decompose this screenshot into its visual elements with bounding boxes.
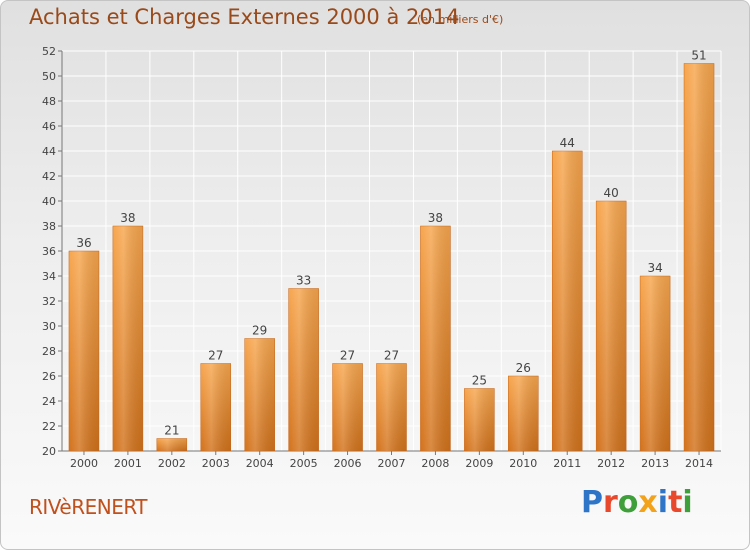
data-label-2008: 38 bbox=[428, 211, 443, 225]
data-label-2014: 51 bbox=[691, 49, 706, 63]
x-tick-label: 2012 bbox=[597, 457, 625, 470]
y-tick-label: 36 bbox=[42, 245, 56, 258]
data-label-2000: 36 bbox=[76, 236, 91, 250]
data-label-2010: 26 bbox=[516, 361, 531, 375]
bars bbox=[68, 63, 715, 452]
x-tick-label: 2003 bbox=[202, 457, 230, 470]
bar-shine-2001 bbox=[112, 226, 143, 451]
data-label-2012: 40 bbox=[604, 186, 619, 200]
y-tick-label: 34 bbox=[42, 270, 56, 283]
x-tick-label: 2014 bbox=[685, 457, 713, 470]
x-tick-label: 2002 bbox=[158, 457, 186, 470]
x-tick-label: 2009 bbox=[465, 457, 493, 470]
bar-shine-2007 bbox=[376, 363, 407, 451]
x-tick-label: 2010 bbox=[509, 457, 537, 470]
x-tick-label: 2011 bbox=[553, 457, 581, 470]
bar-shine-2004 bbox=[244, 338, 275, 451]
x-tick-label: 2001 bbox=[114, 457, 142, 470]
logo-letter: t bbox=[668, 485, 683, 520]
y-tick-label: 32 bbox=[42, 295, 56, 308]
data-label-2011: 44 bbox=[560, 136, 575, 150]
x-tick-label: 2006 bbox=[334, 457, 362, 470]
commune-name: RIVèRENERT bbox=[29, 495, 148, 519]
x-tick-label: 2007 bbox=[378, 457, 406, 470]
y-tick-label: 30 bbox=[42, 320, 56, 333]
logo-letter: i bbox=[657, 485, 669, 520]
x-tick-label: 2008 bbox=[421, 457, 449, 470]
chart-title: Achats et Charges Externes 2000 à 2014 bbox=[29, 5, 460, 29]
data-label-2007: 27 bbox=[384, 349, 399, 363]
logo-letter: r bbox=[603, 485, 618, 520]
bar-shine-2003 bbox=[200, 363, 231, 451]
data-label-2013: 34 bbox=[647, 261, 662, 275]
bar-shine-2011 bbox=[552, 151, 583, 451]
data-label-2003: 27 bbox=[208, 349, 223, 363]
y-tick-label: 24 bbox=[42, 395, 56, 408]
bar-shine-2000 bbox=[68, 251, 99, 451]
data-label-2001: 38 bbox=[120, 211, 135, 225]
bar-shine-2013 bbox=[640, 276, 671, 451]
logo-letter: i bbox=[682, 485, 693, 520]
x-tick-label: 2004 bbox=[246, 457, 274, 470]
y-tick-label: 28 bbox=[42, 345, 56, 358]
y-tick-label: 46 bbox=[42, 120, 56, 133]
y-tick-label: 42 bbox=[42, 170, 56, 183]
y-tick-label: 44 bbox=[42, 145, 56, 158]
bar-shine-2010 bbox=[508, 376, 539, 451]
y-tick-label: 48 bbox=[42, 95, 56, 108]
y-tick-label: 40 bbox=[42, 195, 56, 208]
data-label-2006: 27 bbox=[340, 349, 355, 363]
y-tick-label: 20 bbox=[42, 445, 56, 458]
bar-shine-2006 bbox=[332, 363, 363, 451]
proxiti-logo[interactable]: Proxiti bbox=[581, 485, 693, 520]
x-tick-label: 2005 bbox=[290, 457, 318, 470]
y-tick-label: 50 bbox=[42, 70, 56, 83]
data-label-2002: 21 bbox=[164, 424, 179, 438]
x-tick-label: 2000 bbox=[70, 457, 98, 470]
bar-shine-2008 bbox=[420, 226, 451, 451]
logo-letter: x bbox=[638, 485, 658, 520]
bar-shine-2012 bbox=[596, 201, 627, 451]
x-tick-label: 2013 bbox=[641, 457, 669, 470]
y-tick-label: 26 bbox=[42, 370, 56, 383]
y-tick-label: 52 bbox=[42, 45, 56, 58]
bar-shine-2009 bbox=[464, 388, 495, 451]
bar-shine-2005 bbox=[288, 288, 319, 451]
y-tick-label: 38 bbox=[42, 220, 56, 233]
data-label-2005: 33 bbox=[296, 274, 311, 288]
data-label-2009: 25 bbox=[472, 374, 487, 388]
bar-shine-2002 bbox=[156, 438, 187, 451]
chart-subtitle: (en milliers d'€) bbox=[417, 13, 504, 26]
y-tick-label: 22 bbox=[42, 420, 56, 433]
labels: 20 22 24 26 28 30 32 34 36 38 40 42 44 46 48 50 52 2000 36… bbox=[42, 45, 713, 470]
logo-letter: o bbox=[617, 485, 639, 520]
data-label-2004: 29 bbox=[252, 324, 267, 338]
bar-shine-2014 bbox=[684, 63, 715, 451]
logo-letter: P bbox=[581, 485, 603, 520]
